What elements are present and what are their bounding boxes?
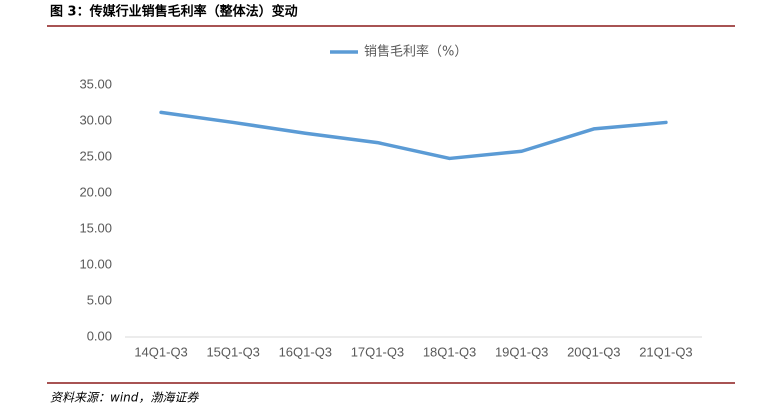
x-tick-label: 18Q1-Q3 <box>423 344 476 359</box>
x-tick-label: 20Q1-Q3 <box>567 344 620 359</box>
data-line <box>159 110 668 161</box>
x-tick-label: 21Q1-Q3 <box>639 344 692 359</box>
x-tick-label: 14Q1-Q3 <box>134 344 187 359</box>
y-tick-label: 35.00 <box>79 76 112 91</box>
chart-title: 图 3：传媒行业销售毛利率（整体法）变动 <box>50 4 298 20</box>
x-tick-label: 16Q1-Q3 <box>279 344 332 359</box>
source-note: 资料来源：wind，渤海证券 <box>50 391 199 405</box>
x-tick-label: 15Q1-Q3 <box>206 344 259 359</box>
y-tick-label: 10.00 <box>79 256 112 271</box>
y-tick-label: 30.00 <box>79 112 112 127</box>
x-tick-label: 17Q1-Q3 <box>351 344 404 359</box>
y-tick-label: 5.00 <box>87 292 112 307</box>
y-tick-label: 15.00 <box>79 220 112 235</box>
y-tick-label: 25.00 <box>79 148 112 163</box>
y-tick-label: 0.00 <box>87 328 112 343</box>
y-tick-label: 20.00 <box>79 184 112 199</box>
legend-label: 销售毛利率（%） <box>364 44 467 60</box>
x-tick-label: 19Q1-Q3 <box>495 344 548 359</box>
